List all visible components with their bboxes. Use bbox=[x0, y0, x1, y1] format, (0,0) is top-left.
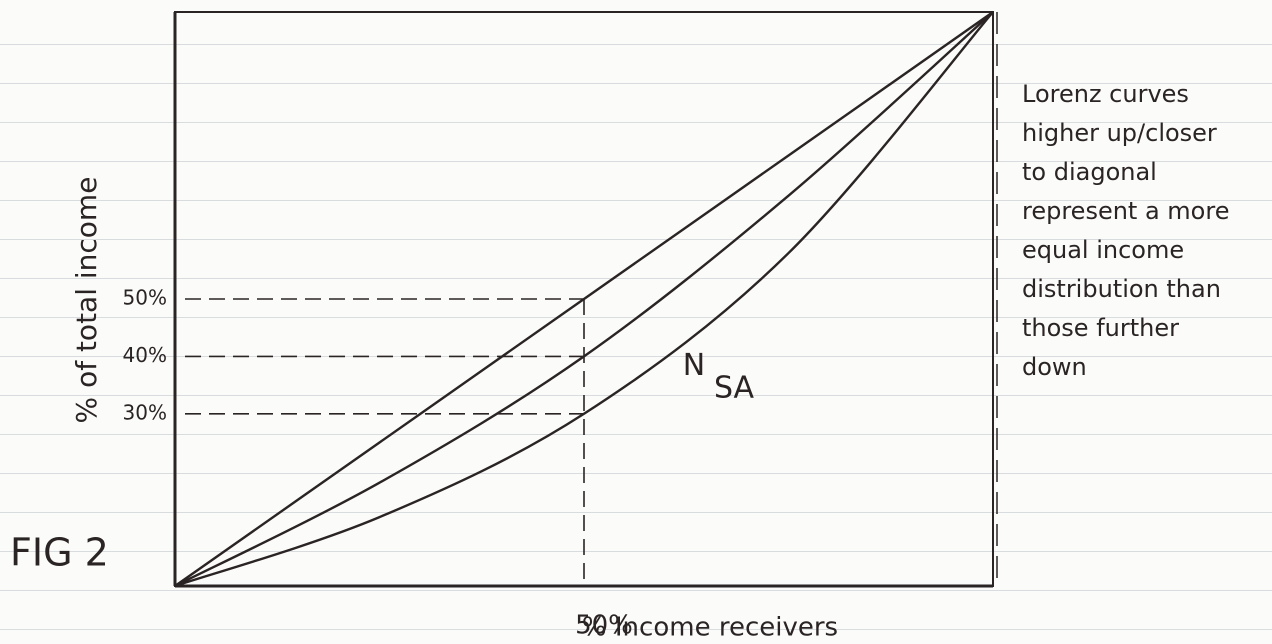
note-line: distribution than bbox=[1022, 275, 1221, 303]
x-tick-label: 50% bbox=[575, 611, 633, 641]
page: % of total income % Income receivers FIG… bbox=[0, 0, 1272, 644]
note-line: down bbox=[1022, 353, 1087, 381]
note-line: to diagonal bbox=[1022, 158, 1157, 186]
note-line: those further bbox=[1022, 314, 1179, 342]
note-line: Lorenz curves bbox=[1022, 80, 1189, 108]
curve-label: SA bbox=[714, 370, 755, 405]
y-tick-label: 40% bbox=[123, 343, 167, 367]
note-line: represent a more bbox=[1022, 197, 1229, 225]
curve-label: N bbox=[683, 348, 705, 383]
y-tick-label: 50% bbox=[123, 286, 167, 310]
note-line: equal income bbox=[1022, 236, 1184, 264]
note: Lorenz curves higher up/closer to diagonal… bbox=[1022, 80, 1229, 381]
y-axis-label: % of total income bbox=[70, 177, 103, 424]
y-tick-label: 30% bbox=[123, 400, 167, 424]
note-line: higher up/closer bbox=[1022, 119, 1217, 147]
figure-label: FIG 2 bbox=[10, 531, 109, 575]
chart: % of total income % Income receivers FIG… bbox=[0, 0, 1272, 644]
